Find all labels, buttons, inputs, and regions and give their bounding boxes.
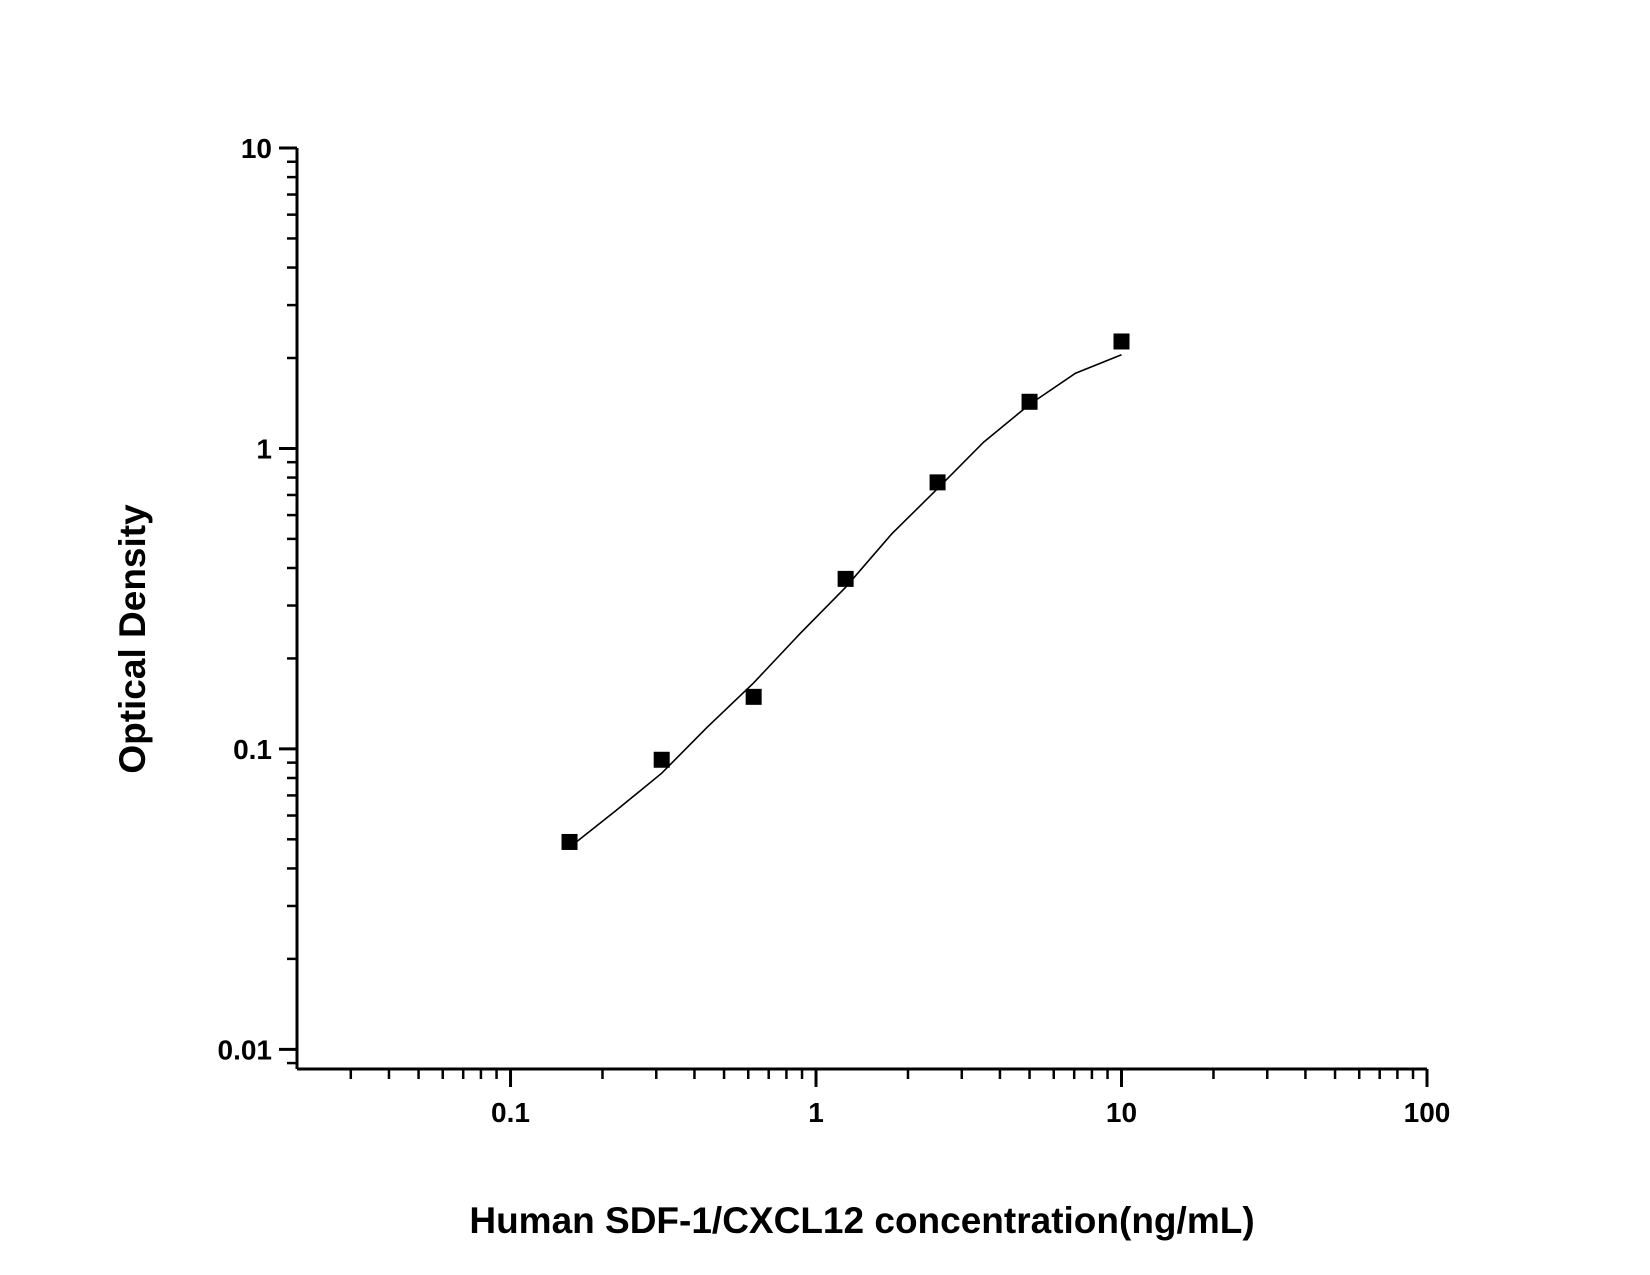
data-point — [745, 688, 762, 705]
data-point — [653, 751, 670, 768]
data-point — [1113, 333, 1130, 350]
data-point — [837, 570, 854, 587]
y-tick-label: 0.1 — [233, 734, 272, 765]
x-axis-title: Human SDF-1/CXCL12 concentration(ng/mL) — [469, 1200, 1254, 1241]
data-point — [561, 833, 578, 850]
fit-curve — [569, 354, 1122, 849]
x-tick-label: 10 — [1106, 1097, 1137, 1128]
y-tick-label: 1 — [256, 433, 272, 464]
data-point — [1021, 393, 1038, 410]
y-tick-label: 10 — [241, 133, 272, 164]
x-tick-label: 0.1 — [491, 1097, 530, 1128]
x-tick-label: 100 — [1404, 1097, 1451, 1128]
y-axis-title: Optical Density — [112, 504, 153, 774]
data-point — [929, 474, 946, 491]
x-tick-label: 1 — [808, 1097, 824, 1128]
y-tick-label: 0.01 — [218, 1034, 273, 1065]
